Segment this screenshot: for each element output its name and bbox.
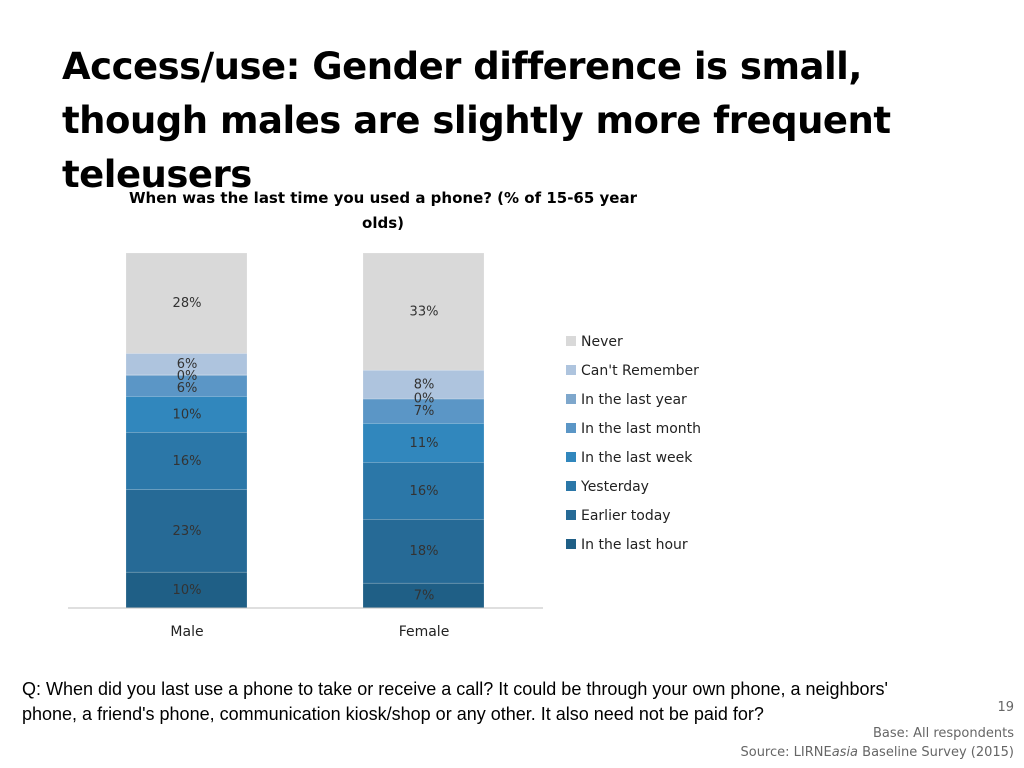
base-note: Base: All respondents [872,726,1014,741]
legend-swatch-6 [566,510,576,520]
data-label-female-2: 16% [410,484,439,499]
data-label-female-1: 18% [410,544,439,559]
data-label-male-6: 6% [177,357,198,372]
slide-title: Access/use: Gender difference is small, … [62,45,891,196]
data-label-male-2: 16% [173,454,202,469]
legend-label-0: Never [581,334,623,350]
page-number: 19 [997,700,1014,715]
category-label-male: Male [170,624,203,640]
bar-segment-female-7 [362,252,485,371]
legend-label-1: Can't Remember [581,363,699,379]
chart-title: When was the last time you used a phone?… [129,189,637,232]
legend-label-6: Earlier today [581,508,671,524]
legend-swatch-5 [566,481,576,491]
bar-segment-female-2 [362,462,485,520]
bars-layer: 10%23%16%10%6%0%6%28%7%18%16%11%7%0%8%33… [125,252,485,609]
data-label-female-7: 33% [410,305,439,320]
legend-label-3: In the last month [581,421,701,437]
bar-segment-female-4 [362,398,485,424]
stacked-bar-chart: 10%23%16%10%6%0%6%28%7%18%16%11%7%0%8%33… [68,252,701,640]
bar-segment-male-0 [125,571,248,609]
survey-question: Q: When did you last use a phone to take… [22,679,888,724]
data-label-female-0: 7% [414,589,435,604]
bar-segment-female-1 [362,519,485,584]
legend: Never Can't Remember In the last year In th… [566,334,701,553]
legend-swatch-3 [566,423,576,433]
bar-segment-female-0 [362,582,485,609]
bar-segment-male-1 [125,489,248,573]
legend-swatch-0 [566,336,576,346]
legend-swatch-1 [566,365,576,375]
data-label-male-4: 6% [177,381,198,396]
data-label-female-4: 7% [414,404,435,419]
bar-segment-male-7 [125,252,248,354]
data-label-male-0: 10% [173,583,202,598]
bar-segment-female-6 [362,369,485,399]
bar-segment-male-3 [125,396,248,433]
data-label-female-6: 8% [414,377,435,392]
data-label-male-5: 0% [177,369,198,384]
data-label-female-3: 11% [410,436,439,451]
legend-label-7: In the last hour [581,537,688,553]
legend-label-5: Yesterday [580,479,649,495]
data-label-male-1: 23% [173,524,202,539]
legend-swatch-4 [566,452,576,462]
legend-swatch-7 [566,539,576,549]
data-label-female-5: 0% [414,392,435,407]
legend-label-2: In the last year [581,392,687,408]
bar-segment-female-3 [362,423,485,463]
data-label-male-7: 28% [173,296,202,311]
bar-segment-male-2 [125,432,248,490]
data-label-male-3: 10% [173,407,202,422]
legend-swatch-2 [566,394,576,404]
category-labels: Male Female [170,624,449,640]
category-label-female: Female [399,624,450,640]
source-suffix: Baseline Survey (2015) [858,745,1014,760]
legend-label-4: In the last week [581,450,693,466]
source-note: Source: LIRNEasia Baseline Survey (2015) [740,745,1014,760]
source-italic: asia [831,745,859,760]
source-prefix: Source: LIRNE [740,745,832,760]
